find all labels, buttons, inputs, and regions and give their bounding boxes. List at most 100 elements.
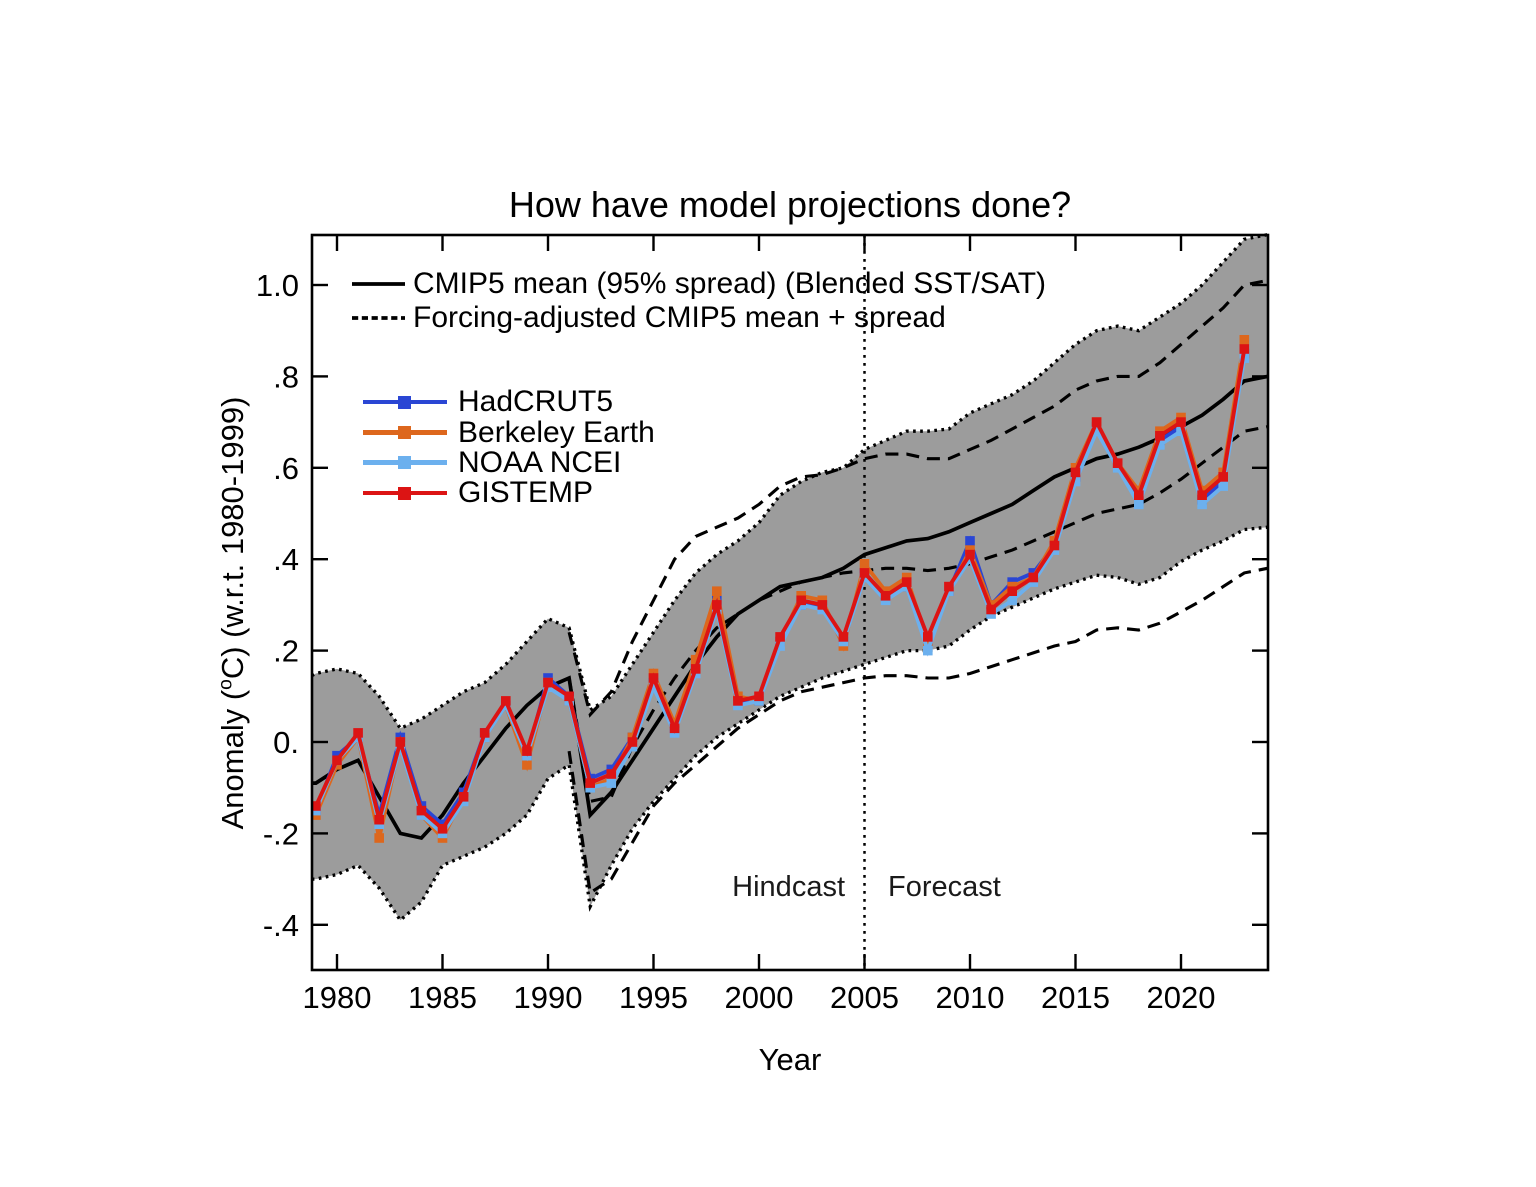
x-tick-label: 2005: [830, 980, 899, 1015]
y-tick-label: -.4: [263, 908, 299, 943]
gistemp-line-sample: [363, 486, 447, 500]
legend-label-noaa-ncei: NOAA NCEI: [458, 445, 622, 479]
obs-marker-3: [733, 696, 743, 706]
obs-marker-3: [1134, 490, 1144, 500]
obs-marker-3: [1197, 490, 1207, 500]
x-tick-label: 1995: [619, 980, 688, 1015]
obs-marker-3: [880, 591, 891, 601]
forcing-adjusted-upper-bound: [567, 278, 1268, 718]
obs-marker-2: [606, 778, 617, 788]
obs-marker-3: [838, 632, 849, 642]
y-axis-label-prefix: Anomaly (: [215, 689, 250, 830]
obs-marker-1: [690, 654, 701, 665]
obs-marker-2: [1070, 476, 1081, 487]
obs-marker-3: [1049, 540, 1060, 551]
obs-marker-3: [965, 549, 975, 560]
obs-marker-3: [501, 696, 511, 706]
obs-marker-3: [416, 805, 427, 816]
y-tick-label: 1.0: [256, 268, 299, 303]
obs-marker-3: [796, 595, 806, 606]
y-tick-label: .4: [273, 542, 299, 577]
obs-marker-2: [1155, 440, 1165, 450]
forcing-adjusted-lower-bound: [567, 566, 1268, 896]
obs-marker-0: [965, 536, 975, 546]
obs-marker-1: [374, 833, 384, 843]
obs-marker-3: [1007, 586, 1017, 596]
obs-marker-3: [775, 632, 785, 642]
obs-marker-3: [311, 801, 321, 811]
obs-marker-3: [690, 664, 701, 674]
obs-marker-2: [1197, 499, 1207, 510]
obs-marker-3: [944, 581, 954, 592]
plot-frame: [310, 233, 1270, 972]
obs-marker-3: [986, 604, 996, 615]
obs-marker-3: [606, 769, 617, 779]
obs-marker-1: [1239, 335, 1250, 345]
obs-marker-3: [712, 600, 722, 610]
legend-item-cmip5-mean: CMIP5 mean (95% spread) (Blended SST/SAT…: [352, 267, 1046, 301]
x-tick-label: 1985: [408, 980, 477, 1015]
cmip5-spread-band: [311, 234, 1268, 921]
legend-item-forcing-adjusted: Forcing-adjusted CMIP5 mean + spread: [352, 301, 1046, 335]
y-axis-label: Anomaly (oC) (w.r.t. 1980-1999): [215, 397, 251, 830]
x-tick-label: 1980: [303, 980, 372, 1015]
obs-marker-2: [648, 682, 659, 692]
obs-marker-2: [1091, 426, 1102, 436]
obs-marker-3: [395, 737, 406, 747]
obs-marker-3: [374, 814, 384, 825]
obs-marker-3: [859, 568, 870, 578]
forecast-label: Forecast: [888, 871, 1001, 903]
obs-marker-3: [817, 600, 828, 610]
legend-label-forcing-adjusted: Forcing-adjusted CMIP5 mean + spread: [413, 301, 946, 334]
obs-marker-2: [775, 641, 785, 651]
obs-marker-3: [543, 677, 553, 688]
x-tick-label: 2010: [936, 980, 1005, 1015]
x-tick-label: 1990: [514, 980, 583, 1015]
cmip5-spread-upper-bound: [310, 233, 1268, 731]
obs-marker-3: [1155, 431, 1165, 441]
obs-marker-3: [1028, 572, 1039, 583]
obs-marker-3: [1218, 472, 1228, 482]
legend-label-cmip5-mean: CMIP5 mean (95% spread) (Blended SST/SAT…: [413, 267, 1047, 300]
obs-marker-3: [901, 577, 912, 587]
y-tick-label: .8: [273, 359, 299, 394]
obs-marker-3: [1112, 458, 1123, 468]
legend-item-hadcrut5: HadCRUT5: [363, 387, 655, 417]
obs-marker-2: [1007, 595, 1017, 606]
obs-marker-2: [1218, 481, 1228, 491]
legend-label-berkeley-earth: Berkeley Earth: [458, 415, 655, 449]
obs-marker-1: [859, 559, 870, 569]
y-tick-label: .6: [273, 451, 299, 486]
obs-marker-3: [648, 673, 659, 683]
y-tick-label: -.2: [263, 816, 299, 851]
noaa-ncei-line-sample: [363, 456, 447, 470]
obs-marker-1: [712, 586, 722, 596]
legend-label-hadcrut5: HadCRUT5: [458, 385, 614, 419]
x-tick-label: 2020: [1147, 980, 1216, 1015]
degree-superscript: o: [215, 679, 237, 690]
obs-marker-3: [669, 723, 680, 734]
obs-marker-3: [585, 778, 595, 788]
obs-marker-3: [479, 728, 490, 738]
obs-marker-2: [1176, 426, 1186, 436]
dashed-line-sample: [352, 316, 405, 320]
x-tick-label: 2000: [725, 980, 794, 1015]
legend-item-berkeley-earth: Berkeley Earth: [363, 417, 655, 447]
obs-marker-3: [1239, 344, 1250, 354]
obs-marker-3: [564, 691, 574, 702]
obs-marker-3: [1091, 417, 1102, 427]
legend-item-noaa-ncei: NOAA NCEI: [363, 445, 655, 479]
hadcrut5-line-sample: [363, 395, 447, 409]
solid-line-sample: [352, 282, 405, 286]
cmip5-mean-line: [311, 374, 1268, 841]
model-legend: CMIP5 mean (95% spread) (Blended SST/SAT…: [352, 267, 1046, 335]
obs-marker-3: [522, 746, 532, 756]
obs-marker-3: [923, 632, 933, 642]
berkeley-earth-line-sample: [363, 426, 447, 440]
obs-marker-3: [458, 792, 469, 802]
x-axis-label: Year: [758, 1042, 822, 1077]
obs-marker-3: [1070, 467, 1081, 478]
chart-title: How have model projections done?: [508, 184, 1072, 225]
